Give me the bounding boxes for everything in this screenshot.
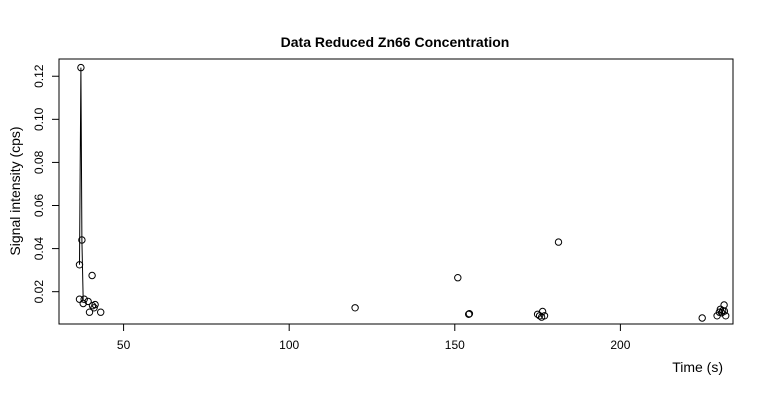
y-axis: 0.02 0.04 0.06 0.08 0.10 0.12 [32,64,60,304]
data-point [91,300,99,309]
data-point [80,295,88,303]
data-point [78,236,86,244]
x-tick-label: 100 [279,338,299,352]
chart-title: Data Reduced Zn66 Concentration [281,34,510,50]
y-tick-label: 0.10 [32,107,46,131]
y-tick-label: 0.06 [32,194,46,218]
data-point [722,312,730,320]
series-line-path [79,67,84,301]
data-point [720,307,729,315]
data-point [454,274,462,282]
y-tick-label: 0.12 [32,64,46,88]
data-point [85,308,94,316]
data-point [465,310,473,318]
data-point [77,63,85,72]
x-tick-label: 150 [445,338,465,352]
x-tick-label: 50 [117,338,131,352]
data-point [698,314,706,322]
plot-frame [58,58,734,325]
x-tick-label: 200 [610,338,630,352]
data-point [88,271,96,280]
x-axis-label: Time (s) [672,359,723,375]
data-point [79,299,87,308]
y-axis-label: Signal intensity (cps) [7,126,23,255]
data-point [75,261,84,269]
data-points [75,63,730,322]
data-point [465,310,474,318]
data-point [540,312,549,320]
data-point [351,304,359,312]
data-point [554,238,563,246]
y-tick-label: 0.08 [32,150,46,174]
x-axis: 50 100 150 200 [117,323,631,352]
data-point [75,295,84,303]
y-tick-label: 0.04 [32,237,46,261]
y-tick-label: 0.02 [32,280,46,304]
data-point [538,307,547,316]
data-point [97,308,105,316]
series-line [79,67,84,301]
data-point [84,297,92,306]
data-point [90,304,98,312]
